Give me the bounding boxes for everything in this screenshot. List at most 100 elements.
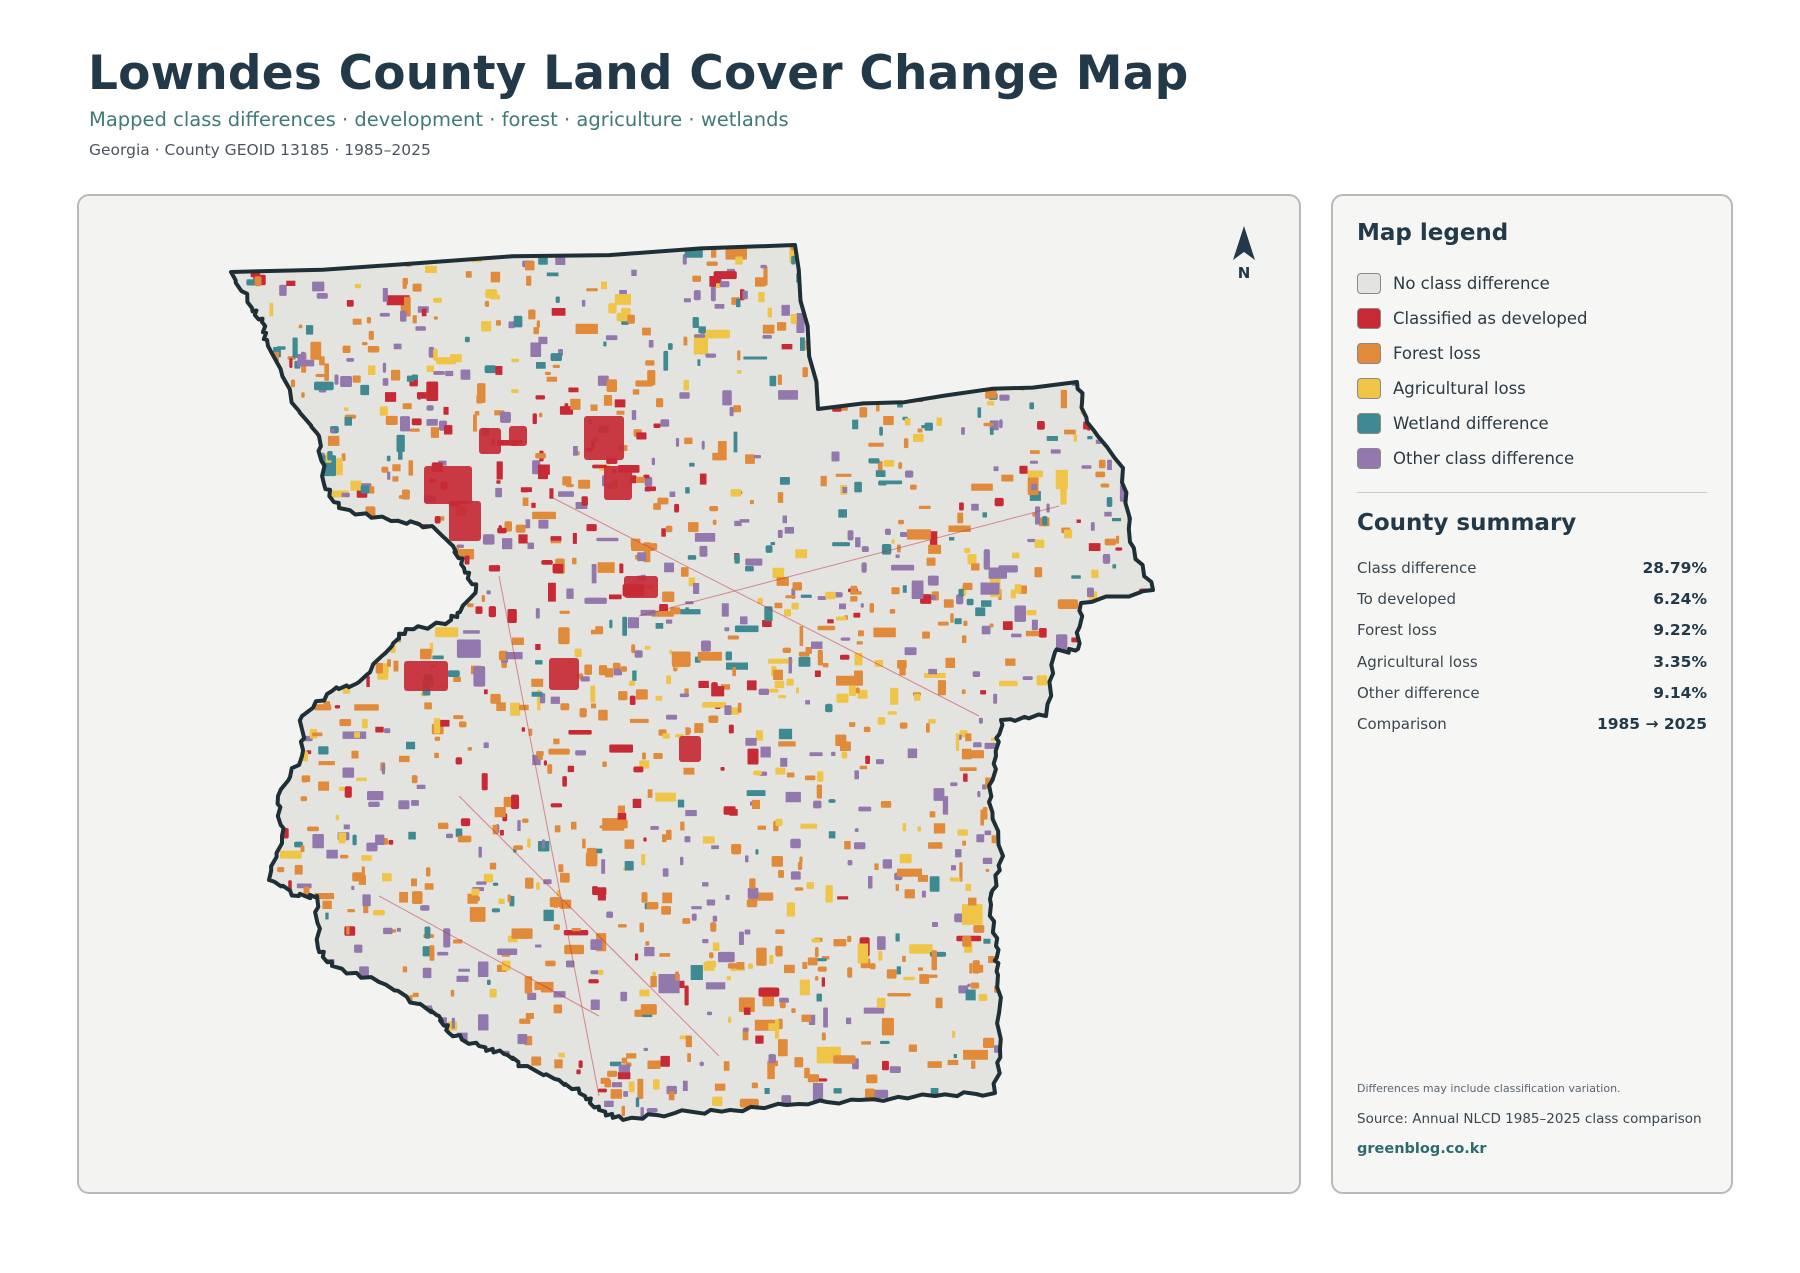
change-patch — [312, 732, 323, 737]
change-patch — [1132, 1080, 1142, 1090]
change-patch — [460, 594, 465, 600]
change-patch — [314, 1096, 321, 1104]
change-patch — [1073, 434, 1077, 442]
change-patch — [237, 402, 242, 410]
change-patch — [246, 661, 258, 672]
change-patch — [605, 335, 618, 341]
change-patch — [1072, 716, 1079, 725]
change-patch — [826, 312, 842, 321]
change-patch — [683, 298, 691, 303]
change-patch — [301, 775, 311, 782]
change-patch — [1033, 1115, 1042, 1120]
change-patch — [382, 288, 388, 302]
change-patch — [959, 767, 977, 771]
change-patch — [535, 644, 541, 650]
change-patch — [366, 676, 370, 687]
change-patch — [1101, 891, 1106, 909]
change-patch — [531, 1056, 542, 1066]
change-patch — [592, 464, 607, 469]
change-patch — [1085, 723, 1090, 735]
change-patch — [310, 455, 318, 461]
change-patch — [538, 336, 548, 345]
change-patch — [548, 1119, 559, 1120]
change-patch — [1118, 1080, 1128, 1087]
change-patch — [269, 1075, 277, 1080]
change-patch — [1158, 383, 1163, 390]
change-patch — [887, 993, 911, 997]
change-patch — [939, 268, 946, 286]
change-patch — [398, 800, 410, 810]
change-patch — [936, 417, 942, 426]
change-patch — [847, 860, 853, 866]
change-patch — [554, 245, 562, 247]
change-patch — [905, 470, 914, 478]
change-patch — [1019, 881, 1024, 889]
county-map[interactable] — [79, 196, 1299, 1192]
change-patch — [342, 767, 355, 778]
change-patch — [837, 896, 849, 900]
change-patch — [278, 999, 288, 1004]
change-patch — [287, 574, 294, 579]
change-patch — [446, 833, 453, 839]
change-patch — [926, 723, 930, 733]
change-patch — [658, 974, 680, 994]
change-patch — [991, 835, 997, 844]
change-patch — [468, 1096, 482, 1104]
change-patch — [1074, 815, 1083, 823]
change-patch — [263, 650, 275, 660]
summary-row-to-developed: To developed 6.24% — [1357, 583, 1707, 614]
change-patch — [682, 1080, 688, 1091]
change-patch — [646, 902, 659, 910]
change-patch — [961, 904, 983, 925]
change-patch — [424, 1097, 429, 1105]
change-patch — [456, 975, 469, 982]
change-patch — [509, 895, 515, 907]
change-patch — [852, 343, 859, 347]
change-patch — [392, 464, 401, 472]
change-patch — [552, 563, 564, 574]
change-patch — [247, 1020, 256, 1027]
change-patch — [455, 757, 463, 765]
change-patch — [334, 705, 341, 709]
change-patch — [358, 988, 363, 1000]
change-patch — [778, 1039, 788, 1057]
change-patch — [1043, 316, 1054, 326]
change-patch — [279, 671, 287, 675]
change-patch — [244, 496, 253, 501]
change-patch — [784, 964, 795, 974]
change-patch — [918, 967, 923, 971]
change-patch — [354, 944, 363, 953]
change-patch — [659, 953, 671, 957]
change-patch — [1106, 881, 1119, 890]
change-patch — [737, 350, 741, 361]
change-patch — [412, 891, 423, 904]
change-patch — [1124, 723, 1130, 743]
brand-link[interactable]: greenblog.co.kr — [1357, 1141, 1487, 1157]
change-patch — [368, 1101, 375, 1105]
change-patch — [998, 342, 1009, 349]
change-patch — [263, 797, 270, 802]
change-patch — [1019, 465, 1028, 474]
change-patch — [623, 1091, 628, 1097]
change-patch — [842, 487, 848, 493]
change-patch — [238, 480, 256, 490]
change-patch — [412, 283, 422, 292]
change-patch — [816, 993, 822, 1002]
change-patch — [484, 689, 488, 695]
change-patch — [597, 375, 609, 386]
change-patch — [880, 801, 892, 808]
change-patch — [539, 412, 543, 418]
change-patch — [1010, 589, 1016, 599]
change-patch — [769, 955, 774, 964]
change-patch — [379, 406, 388, 416]
change-patch — [811, 641, 823, 649]
change-patch — [644, 476, 653, 487]
change-patch — [269, 302, 274, 317]
change-patch — [1050, 713, 1060, 724]
change-patch — [954, 618, 962, 625]
change-patch — [1115, 547, 1123, 551]
change-patch — [270, 454, 289, 465]
change-patch — [392, 544, 401, 549]
change-patch — [575, 750, 586, 756]
change-patch — [911, 529, 921, 536]
